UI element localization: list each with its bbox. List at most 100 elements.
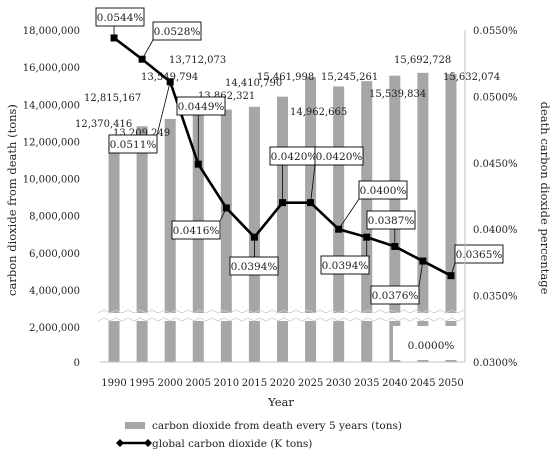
line-value-label: 0.0365% bbox=[456, 249, 503, 261]
bar-value-label: 15,692,728 bbox=[394, 55, 451, 66]
x-tick-label: 2045 bbox=[410, 378, 435, 389]
x-tick-label: 2015 bbox=[242, 378, 267, 389]
bar-value-label: 15,539,834 bbox=[369, 89, 426, 100]
bar-value-label: 13,712,073 bbox=[169, 55, 226, 66]
axis-break bbox=[97, 309, 469, 322]
line-value-label: 0.0376% bbox=[372, 290, 419, 302]
bar-value-label: 14,410,790 bbox=[225, 78, 282, 89]
callout-box bbox=[176, 96, 226, 116]
y-left-axis-title: carbon dioxide from death (tons) bbox=[5, 104, 19, 296]
bar-value-label: 12,815,167 bbox=[84, 93, 141, 104]
bar-value-label: 14,962,665 bbox=[290, 107, 347, 118]
line-value-label: 0.0387% bbox=[368, 215, 415, 227]
bar-value-label: 13,209,249 bbox=[113, 128, 170, 139]
y-right-tick-label: 0.0550% bbox=[473, 26, 518, 37]
callout-leader bbox=[338, 198, 360, 230]
bar-value-label: 13,862,321 bbox=[198, 91, 255, 102]
x-tick-label: 2000 bbox=[157, 378, 182, 389]
y-left-tick-label: 12,000,000 bbox=[23, 137, 80, 148]
bar bbox=[445, 73, 457, 363]
line-value-label: 0.0420% bbox=[271, 151, 318, 163]
callout-leader bbox=[310, 164, 316, 203]
y-left-tick-label: 6,000,000 bbox=[29, 249, 80, 260]
legend-line-marker bbox=[116, 439, 124, 447]
callout-box bbox=[358, 180, 408, 200]
callout-box bbox=[152, 21, 202, 41]
callout-box bbox=[370, 285, 420, 305]
line-value-label: 0.0449% bbox=[178, 101, 225, 113]
x-tick-label: 2010 bbox=[214, 378, 239, 389]
extra-callout-label: 0.0000% bbox=[408, 340, 455, 352]
y-left-tick-label: 10,000,000 bbox=[23, 175, 80, 186]
line-value-label: 0.0416% bbox=[173, 225, 220, 237]
axis-break-edge bbox=[97, 317, 465, 322]
bar bbox=[277, 96, 288, 363]
y-left-tick-label: 0 bbox=[74, 358, 80, 369]
line-value-label: 0.0394% bbox=[322, 260, 369, 272]
callout-box bbox=[108, 134, 158, 154]
axes: 0 2,000,000 4,000,000 6,000,000 8,000,000 10,… bbox=[23, 26, 518, 389]
bar bbox=[108, 134, 120, 362]
line-callouts: 0.0544% 0.0528% 0.0511% 0.0449% 0.0416% 0.039… bbox=[95, 7, 504, 360]
x-tick-label: 2040 bbox=[382, 378, 407, 389]
bar bbox=[164, 118, 176, 362]
callout-leader bbox=[418, 261, 424, 287]
line-value-label: 0.0400% bbox=[360, 185, 407, 197]
x-tick-label: 2030 bbox=[326, 378, 351, 389]
x-tick-label: 1995 bbox=[129, 378, 154, 389]
bar bbox=[305, 77, 317, 362]
line-value-label: 0.0544% bbox=[97, 12, 144, 24]
bar-value-label: 13,549,794 bbox=[141, 72, 198, 83]
x-tick-label: 2035 bbox=[354, 378, 379, 389]
x-axis-title: Year bbox=[267, 395, 294, 409]
line-value-label: 0.0394% bbox=[231, 261, 278, 273]
bar-value-label: 15,245,261 bbox=[321, 72, 378, 83]
x-tick-label: 1990 bbox=[101, 378, 126, 389]
x-tick-label: 2005 bbox=[186, 378, 211, 389]
legend-bar-swatch bbox=[125, 422, 145, 429]
y-right-axis-title: death carbon dioxide percentage bbox=[538, 102, 550, 295]
callout-box bbox=[366, 210, 416, 230]
x-tick-label: 2025 bbox=[298, 378, 323, 389]
callout-box bbox=[454, 244, 504, 264]
callout-leader bbox=[141, 39, 154, 60]
bar bbox=[417, 72, 429, 362]
legend-bar-label: carbon dioxide from death every 5 years … bbox=[152, 420, 402, 432]
y-right-tick-label: 0.0450% bbox=[473, 159, 518, 170]
bar bbox=[220, 109, 232, 363]
y-left-tick-label: 8,000,000 bbox=[29, 212, 80, 223]
legend-line-marker bbox=[144, 439, 152, 447]
bar bbox=[333, 86, 345, 363]
axis-break-edge bbox=[97, 309, 465, 314]
y-right-tick-label: 0.0300% bbox=[473, 358, 518, 369]
line-value-label: 0.0511% bbox=[110, 139, 157, 151]
callout-box bbox=[171, 220, 221, 240]
legend: carbon dioxide from death every 5 years … bbox=[116, 420, 402, 450]
callout-leader bbox=[156, 81, 171, 136]
bar-value-label: 12,370,416 bbox=[75, 119, 132, 130]
bar bbox=[136, 126, 148, 362]
callout-leader bbox=[219, 207, 227, 222]
callout-box bbox=[320, 255, 370, 275]
extra-callout-box bbox=[393, 326, 469, 360]
y-left-tick-label: 2,000,000 bbox=[29, 323, 80, 334]
callout-leader bbox=[450, 262, 456, 276]
y-right-tick-label: 0.0500% bbox=[473, 92, 518, 103]
bar-value-labels: 12,370,416 12,815,167 13,209,249 13,549,794… bbox=[75, 55, 500, 139]
callout-box bbox=[95, 7, 145, 27]
bar-value-label: 15,461,998 bbox=[257, 72, 314, 83]
y-right-tick-label: 0.0350% bbox=[473, 292, 518, 303]
callout-box bbox=[314, 146, 364, 166]
y-right-tick-label: 0.0400% bbox=[473, 225, 518, 236]
axis-break-band bbox=[98, 313, 469, 321]
line-value-label: 0.0420% bbox=[316, 151, 363, 163]
callout-box bbox=[229, 256, 279, 276]
x-tick-label: 2050 bbox=[438, 378, 463, 389]
y-left-tick-label: 4,000,000 bbox=[29, 286, 80, 297]
bar-value-label: 15,632,074 bbox=[443, 72, 500, 83]
y-left-tick-label: 14,000,000 bbox=[23, 100, 80, 111]
y-left-tick-label: 16,000,000 bbox=[23, 63, 80, 74]
line-value-label: 0.0528% bbox=[154, 26, 201, 38]
x-tick-label: 2020 bbox=[270, 378, 295, 389]
